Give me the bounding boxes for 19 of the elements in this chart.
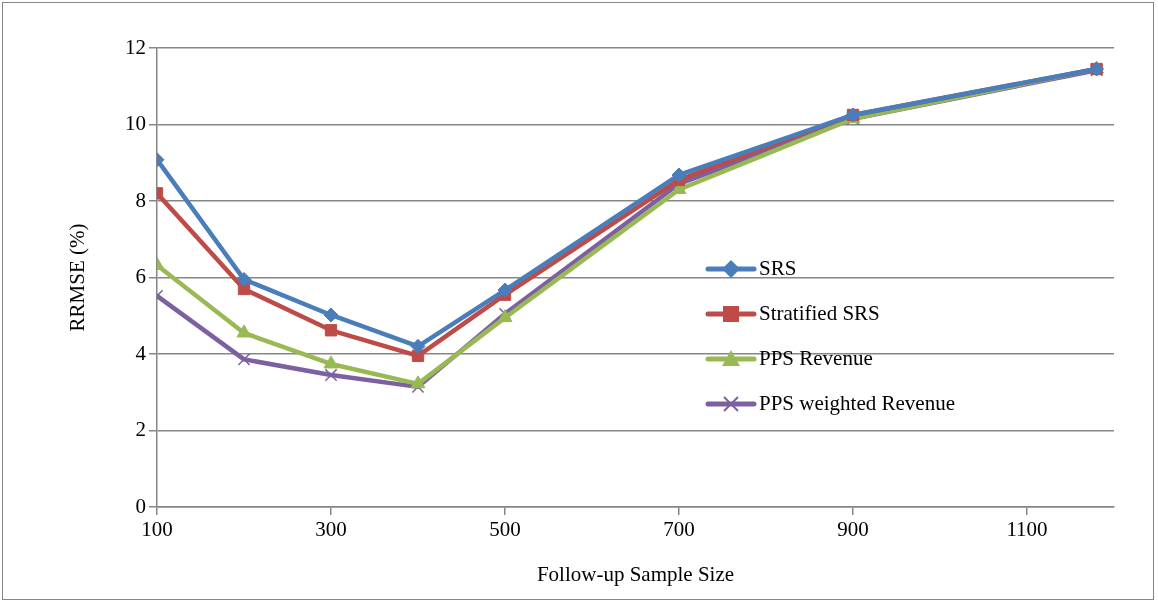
legend-label: PPS Revenue	[759, 346, 873, 371]
y-tick-label: 0	[135, 493, 146, 518]
y-tick-label: 2	[135, 417, 146, 442]
y-axis-title: RRMSE (%)	[65, 223, 90, 332]
y-tick-label: 12	[125, 34, 146, 59]
y-tick-label: 8	[135, 187, 146, 212]
x-tick-label: 500	[489, 517, 521, 542]
x-axis-title: Follow-up Sample Size	[536, 561, 735, 586]
x-tick-label: 1100	[1006, 517, 1048, 542]
x-tick-label: 300	[315, 517, 347, 542]
y-tick-label: 10	[125, 111, 146, 136]
x-tick-label: 900	[837, 517, 869, 542]
y-tick-label: 6	[135, 264, 146, 289]
legend-label: SRS	[759, 256, 797, 281]
legend-label: PPS weighted Revenue	[759, 391, 955, 416]
legend-label: Stratified SRS	[759, 301, 880, 326]
x-tick-label: 700	[663, 517, 695, 542]
x-tick-label: 100	[141, 517, 173, 542]
y-tick-label: 4	[135, 340, 147, 365]
